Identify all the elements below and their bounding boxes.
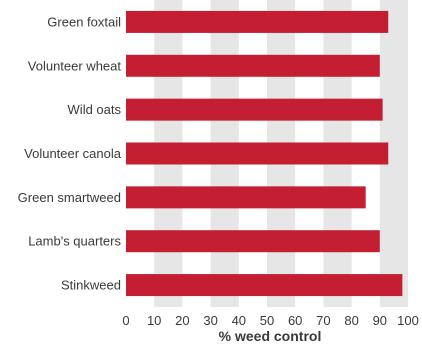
x-axis-title: % weed control [219, 328, 322, 344]
category-label: Green foxtail [47, 14, 121, 29]
x-tick-label: 70 [316, 313, 330, 328]
x-tick-label: 80 [344, 313, 358, 328]
bar [126, 54, 380, 77]
bar [126, 186, 366, 209]
x-tick-label: 90 [373, 313, 387, 328]
category-label: Wild oats [68, 102, 122, 117]
category-label: Volunteer canola [24, 146, 122, 161]
category-labels: Green foxtail Volunteer wheat Wild oats Vol… [18, 14, 122, 292]
x-tick-labels: 0 10 20 30 40 50 60 70 80 90 100 [122, 313, 418, 328]
bar [126, 230, 380, 253]
bars [126, 10, 403, 297]
category-label: Lamb's quarters [28, 234, 121, 249]
x-tick-label: 50 [260, 313, 274, 328]
x-tick-label: 30 [203, 313, 217, 328]
x-tick-label: 60 [288, 313, 302, 328]
category-label: Stinkweed [61, 278, 121, 293]
bar [126, 10, 389, 33]
category-label: Green smartweed [18, 190, 121, 205]
bar [126, 98, 383, 121]
x-tick-label: 0 [122, 313, 129, 328]
category-label: Volunteer wheat [28, 58, 122, 73]
x-tick-label: 20 [175, 313, 189, 328]
x-tick-label: 40 [232, 313, 246, 328]
x-tick-label: 10 [147, 313, 161, 328]
bar [126, 142, 389, 165]
bar [126, 274, 403, 297]
x-tick-label: 100 [397, 313, 419, 328]
